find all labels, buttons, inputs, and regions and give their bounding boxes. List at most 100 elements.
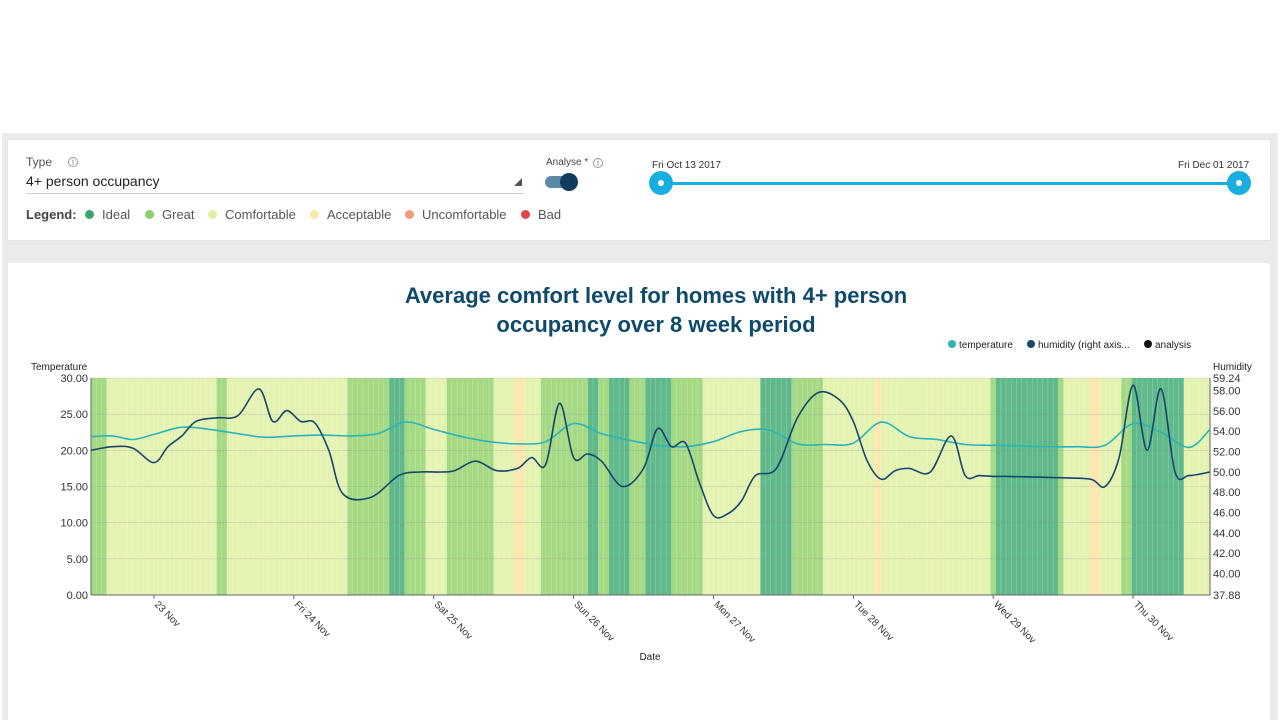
analysis-band xyxy=(592,378,599,595)
analysis-band xyxy=(519,378,526,595)
analysis-band xyxy=(1121,378,1127,595)
analysis-band xyxy=(545,378,552,595)
analysis-band xyxy=(117,378,123,595)
analysis-band xyxy=(1147,378,1153,595)
analysis-band xyxy=(1142,378,1148,595)
x-tick-label: Wed 29 Nov xyxy=(991,599,1038,646)
analysis-band xyxy=(1079,378,1085,595)
analysis-band xyxy=(906,378,913,595)
analysis-band xyxy=(1168,378,1174,595)
analyse-toggle-knob[interactable] xyxy=(560,173,578,191)
x-axis-label: Date xyxy=(639,652,661,663)
analysis-band xyxy=(96,378,102,595)
analysis-band xyxy=(127,378,134,595)
analysis-band xyxy=(1152,378,1159,595)
analysis-band xyxy=(91,378,97,595)
range-start-handle[interactable] xyxy=(649,171,673,195)
legend-dot-icon xyxy=(1144,340,1152,348)
analysis-band xyxy=(713,378,719,595)
legend-item-great: Great xyxy=(145,207,195,222)
analysis-band xyxy=(1115,378,1122,595)
analysis-band xyxy=(373,378,379,595)
analysis-band xyxy=(817,378,824,595)
analysis-band xyxy=(692,378,698,595)
analysis-band xyxy=(964,378,970,595)
analysis-band xyxy=(645,378,651,595)
analysis-band xyxy=(504,378,510,595)
analysis-band xyxy=(326,378,332,595)
analysis-band xyxy=(551,378,557,595)
legend-entry: humidity (right axis... xyxy=(1038,340,1130,351)
analysis-band xyxy=(425,378,432,595)
info-icon[interactable]: i xyxy=(68,157,78,167)
analysis-band xyxy=(1006,378,1012,595)
y-tick-label: 10.00 xyxy=(60,518,88,530)
analysis-band xyxy=(1199,378,1206,595)
analysis-band xyxy=(1178,378,1185,595)
analysis-band xyxy=(791,378,798,595)
analyse-label: Analyse * xyxy=(546,157,589,168)
analysis-band xyxy=(1026,378,1033,595)
analysis-band xyxy=(718,378,725,595)
analysis-band xyxy=(765,378,772,595)
analysis-band xyxy=(917,378,923,595)
analysis-band xyxy=(775,378,782,595)
date-range-track[interactable] xyxy=(661,182,1240,185)
analysis-band xyxy=(786,378,792,595)
analysis-band xyxy=(404,378,411,595)
analysis-band xyxy=(608,378,615,595)
legend-dot-icon xyxy=(405,210,414,219)
analysis-band xyxy=(540,378,547,595)
analysis-band xyxy=(1053,378,1059,595)
range-end-handle[interactable] xyxy=(1227,171,1251,195)
analysis-band xyxy=(561,378,568,595)
x-axis-ticks: 23 Nov Fri 24 Nov Sat 25 Nov Sun 26 Nov Mon … xyxy=(152,595,1175,646)
analysis-band xyxy=(132,378,139,595)
analysis-band xyxy=(106,378,113,595)
analysis-band xyxy=(1089,378,1096,595)
analysis-band xyxy=(802,378,808,595)
analysis-band xyxy=(185,378,191,595)
y2-tick-label: 50.00 xyxy=(1213,467,1241,479)
analysis-band xyxy=(279,378,285,595)
range-start-label: Fri Oct 13 2017 xyxy=(652,160,721,171)
analysis-band xyxy=(885,378,892,595)
analysis-band xyxy=(148,378,155,595)
y2-tick-label: 44.00 xyxy=(1213,528,1241,540)
analysis-band xyxy=(896,378,902,595)
controls-panel xyxy=(8,140,1270,240)
legend-dot-icon xyxy=(310,210,319,219)
analysis-band xyxy=(995,378,1002,595)
analysis-band xyxy=(666,378,672,595)
dropdown-arrow-icon[interactable] xyxy=(514,178,522,186)
analysis-band xyxy=(1047,378,1054,595)
y2-axis-label: Humidity xyxy=(1213,362,1252,373)
analysis-band xyxy=(101,378,107,595)
analysis-band xyxy=(305,378,311,595)
analysis-band xyxy=(770,378,777,595)
chart-title: Average comfort level for homes with 4+ … xyxy=(404,283,908,337)
y2-tick-label: 56.00 xyxy=(1213,406,1241,418)
analysis-band xyxy=(294,378,301,595)
analysis-band xyxy=(242,378,249,595)
x-tick-label: Fri 24 Nov xyxy=(292,599,332,639)
y2-tick-label: 48.00 xyxy=(1213,487,1241,499)
analysis-band xyxy=(462,378,468,595)
analysis-band xyxy=(1042,378,1049,595)
y-axis-label: Temperature xyxy=(31,362,88,373)
analysis-band xyxy=(1037,378,1043,595)
analysis-band xyxy=(681,378,688,595)
analysis-band xyxy=(232,378,238,595)
analysis-band xyxy=(807,378,813,595)
analysis-band xyxy=(943,378,949,595)
type-select[interactable]: 4+ person occupancy xyxy=(26,173,160,189)
analysis-bands xyxy=(90,378,1211,595)
type-select-underline xyxy=(26,193,524,194)
info-icon[interactable]: i xyxy=(593,158,603,168)
x-tick-label: Sat 25 Nov xyxy=(432,599,475,642)
analysis-band xyxy=(1068,378,1075,595)
analysis-band xyxy=(477,378,484,595)
analysis-band xyxy=(650,378,657,595)
analysis-band xyxy=(352,378,358,595)
